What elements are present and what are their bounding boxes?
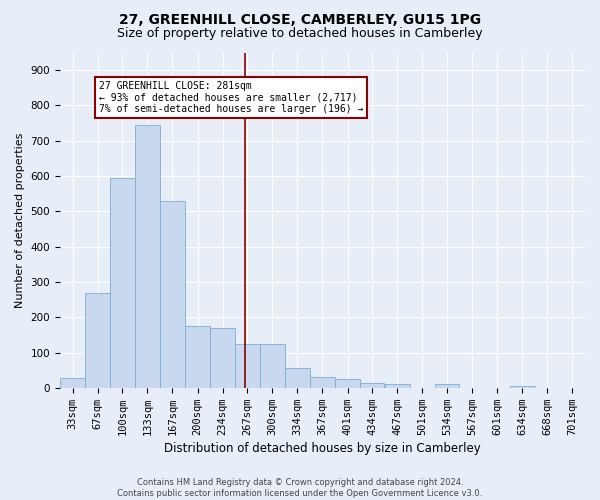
Bar xyxy=(260,344,285,388)
Bar xyxy=(60,378,85,388)
Bar xyxy=(285,368,310,388)
Bar xyxy=(135,125,160,388)
X-axis label: Distribution of detached houses by size in Camberley: Distribution of detached houses by size … xyxy=(164,442,481,455)
Bar xyxy=(85,292,110,388)
Text: Contains HM Land Registry data © Crown copyright and database right 2024.
Contai: Contains HM Land Registry data © Crown c… xyxy=(118,478,482,498)
Bar xyxy=(360,382,385,388)
Bar xyxy=(235,344,260,388)
Bar xyxy=(110,178,134,388)
Bar xyxy=(509,386,535,388)
Bar xyxy=(335,379,360,388)
Bar xyxy=(211,328,235,388)
Bar xyxy=(160,201,185,388)
Bar xyxy=(435,384,459,388)
Text: 27, GREENHILL CLOSE, CAMBERLEY, GU15 1PG: 27, GREENHILL CLOSE, CAMBERLEY, GU15 1PG xyxy=(119,12,481,26)
Bar xyxy=(385,384,410,388)
Text: 27 GREENHILL CLOSE: 281sqm
← 93% of detached houses are smaller (2,717)
7% of se: 27 GREENHILL CLOSE: 281sqm ← 93% of deta… xyxy=(99,80,363,114)
Bar xyxy=(185,326,210,388)
Text: Size of property relative to detached houses in Camberley: Size of property relative to detached ho… xyxy=(117,28,483,40)
Y-axis label: Number of detached properties: Number of detached properties xyxy=(15,132,25,308)
Bar xyxy=(310,377,335,388)
